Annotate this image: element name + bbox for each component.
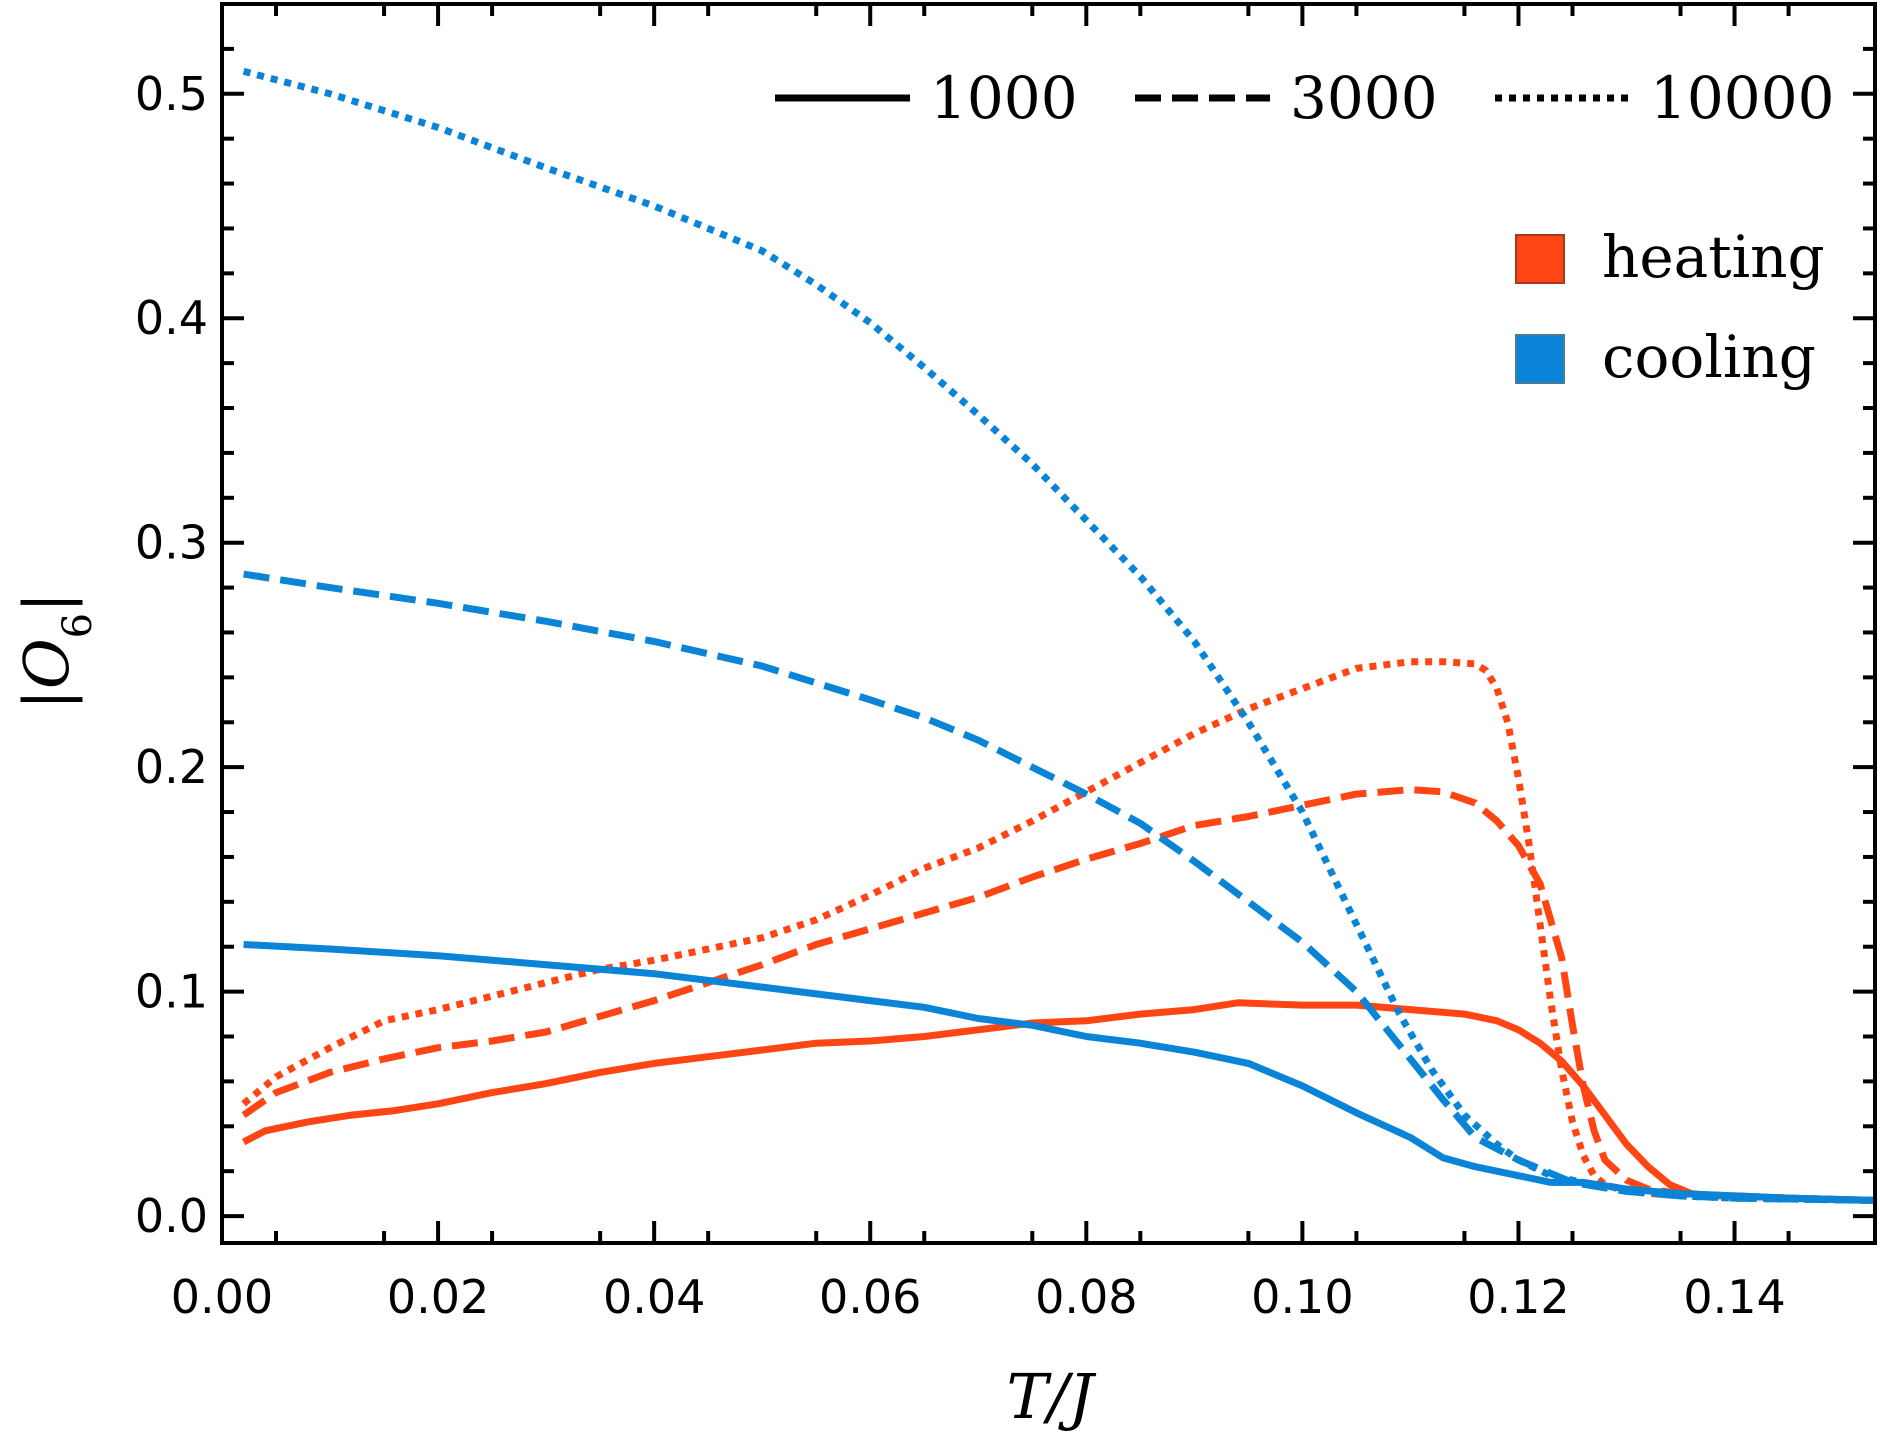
series-cooling-3000 — [243, 570, 1876, 1204]
series-heating-1000 — [241, 999, 1876, 1204]
x-axis-label: T/J — [1006, 1360, 1096, 1433]
y-tick-label: 0.0 — [135, 1189, 208, 1243]
x-tick-label: 0.02 — [387, 1270, 489, 1324]
series-heating-3000 — [241, 786, 1876, 1204]
x-tick-label: 0.04 — [603, 1270, 705, 1324]
tick-labels: 0.00 0.02 0.04 0.06 0.08 0.10 0.12 0.14 0.0 0.1 0.… — [135, 67, 1786, 1324]
x-tick-label: 0.14 — [1683, 1270, 1785, 1324]
x-tick-label: 0.06 — [819, 1270, 921, 1324]
x-tick-label: 0.00 — [171, 1270, 273, 1324]
data-curves — [241, 67, 1876, 1204]
y-axis-label: |O6| — [10, 592, 101, 710]
legend-label-10000: 10000 — [1650, 64, 1835, 132]
legend-color: heating cooling — [1515, 223, 1825, 391]
y-tick-label: 0.2 — [135, 740, 208, 794]
legend-label-3000: 3000 — [1290, 64, 1438, 132]
x-tick-label: 0.10 — [1251, 1270, 1353, 1324]
x-tick-label: 0.08 — [1035, 1270, 1137, 1324]
series-heating-10000 — [241, 658, 1876, 1204]
plot-frame — [220, 2, 1877, 1245]
legend-label-heating: heating — [1602, 223, 1825, 291]
y-tick-label: 0.5 — [135, 67, 208, 121]
y-tick-label: 0.1 — [135, 965, 208, 1019]
series-cooling-10000 — [242, 67, 1876, 1204]
legend-swatch-heating — [1515, 234, 1565, 284]
axis-ticks — [220, 4, 1875, 1243]
series-cooling-1000 — [243, 941, 1876, 1204]
y-tick-label: 0.4 — [135, 291, 208, 345]
legend-label-cooling: cooling — [1602, 323, 1816, 391]
legend-label-1000: 1000 — [930, 64, 1078, 132]
y-tick-label: 0.3 — [135, 516, 208, 570]
legend-line-style: 1000 3000 10000 — [775, 64, 1835, 132]
legend-swatch-cooling — [1515, 334, 1565, 384]
x-tick-label: 0.12 — [1467, 1270, 1569, 1324]
